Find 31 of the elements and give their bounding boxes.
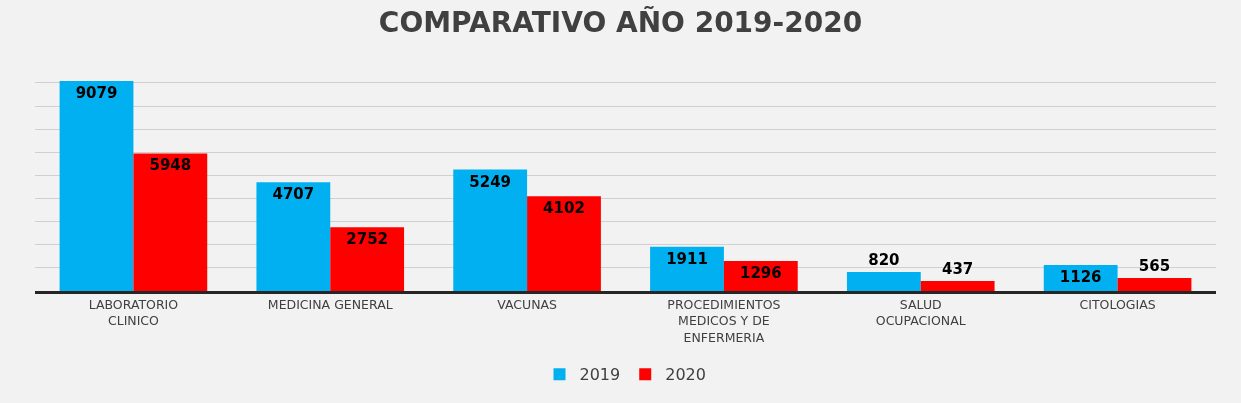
data-label: 1296 [739,264,782,283]
data-label: 820 [868,251,900,270]
bar [920,280,995,291]
bar [650,246,724,291]
x-tick-label: CITOLOGIAS [1079,297,1156,312]
bar [453,169,528,291]
data-label: 565 [1138,256,1171,275]
data-label: 5249 [469,172,512,191]
x-tick-label: PROCEDIMIENTOS MEDICOS Y DE ENFERMERIA [667,297,781,345]
chart-title: COMPARATIVO AÑO 2019-2020 [378,4,863,39]
x-tick-label: LABORATORIO CLINICO [88,297,179,329]
bar [846,272,921,291]
data-label: 1911 [666,249,708,268]
bar [330,227,405,291]
bar [527,196,601,291]
data-label: 437 [942,259,974,278]
bar [256,182,331,291]
data-label: 4102 [543,199,585,218]
data-label: 9079 [75,84,118,103]
bar [1117,277,1192,291]
x-tick-label: VACUNAS [497,297,558,312]
bar [59,81,134,291]
data-label: 4707 [272,185,315,204]
data-label: 2752 [346,230,389,249]
data-label: 1126 [1059,267,1102,286]
x-tick-label: SALUD OCUPACIONAL [875,297,966,329]
legend-label: 2019 [579,365,621,385]
x-tick-label: MEDICINA GENERAL [267,297,393,312]
data-label: 5948 [149,156,192,175]
legend-label: 2020 [665,365,706,385]
bar [133,153,208,291]
